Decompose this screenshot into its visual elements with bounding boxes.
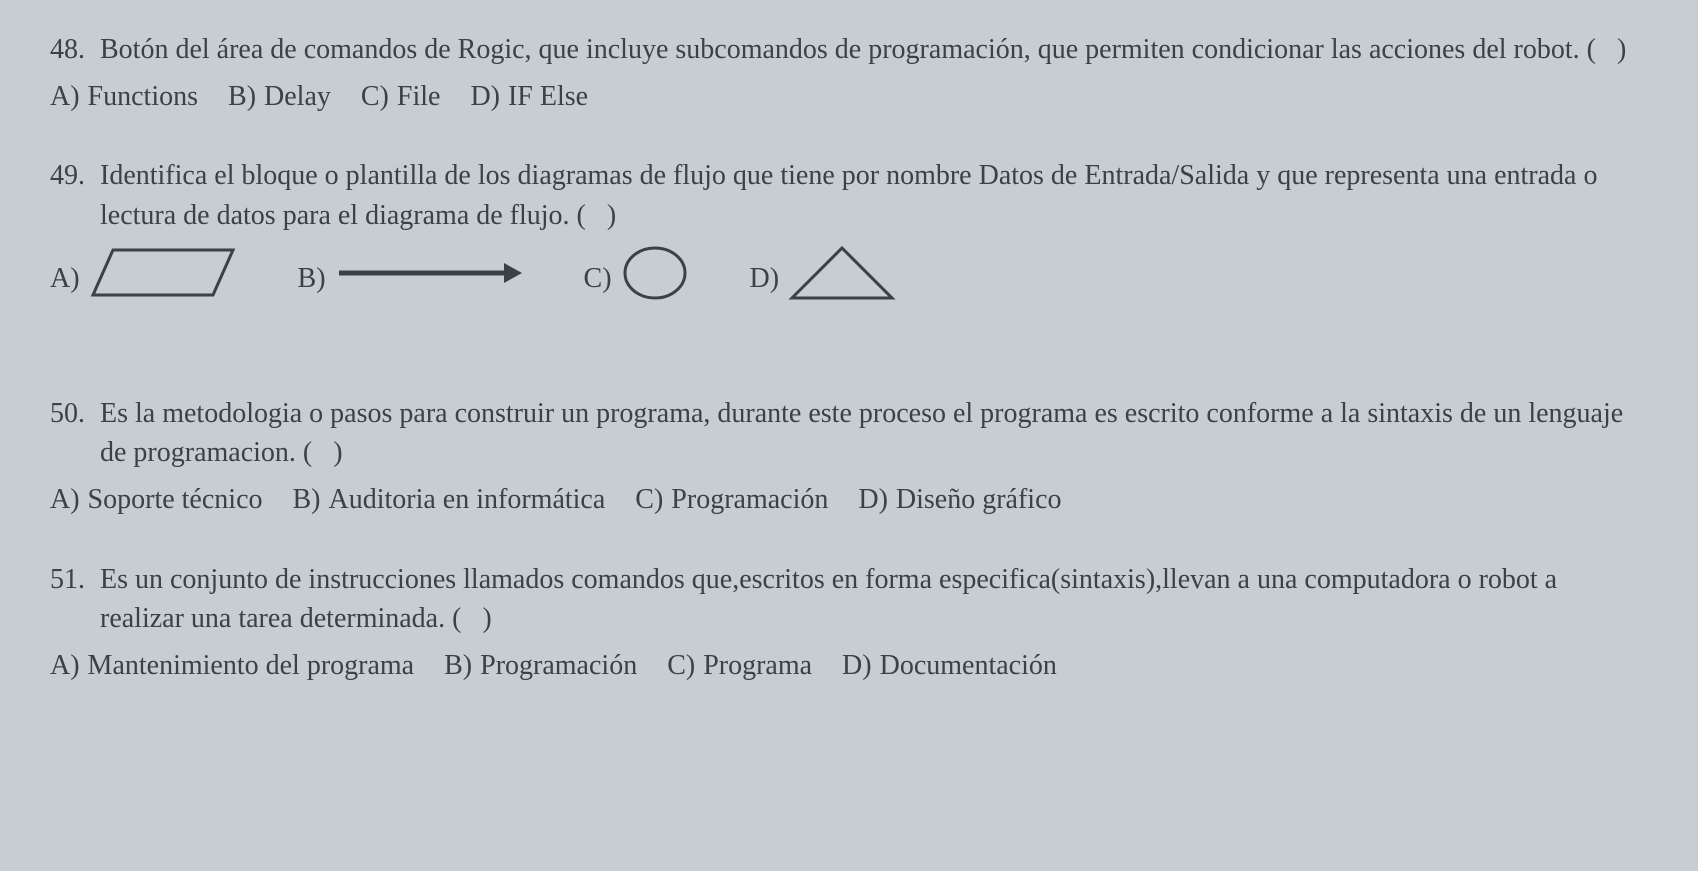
question-text: Es la metodologia o pasos para construir…	[100, 394, 1648, 472]
option-label: C)	[361, 77, 389, 116]
option-label: C)	[667, 646, 695, 685]
option-a: A) Functions	[50, 77, 198, 116]
option-text: IF Else	[508, 77, 588, 116]
option-text: Delay	[264, 77, 331, 116]
option-a: A)	[50, 245, 238, 311]
question-50: 50. Es la metodologia o pasos para const…	[50, 394, 1648, 520]
question-number: 48.	[50, 30, 100, 69]
option-b: B)	[298, 253, 524, 304]
question-text: Botón del área de comandos de Rogic, que…	[100, 30, 1648, 69]
option-label: D)	[750, 259, 780, 298]
option-text: Auditoria en informática	[329, 480, 606, 519]
option-text: Programa	[703, 646, 812, 685]
options-row: A) Mantenimiento del programa B) Program…	[50, 646, 1648, 685]
option-c: C) Programa	[667, 646, 812, 685]
option-label: C)	[584, 259, 612, 298]
option-label: A)	[50, 480, 80, 519]
option-a: A) Mantenimiento del programa	[50, 646, 414, 685]
option-d: D) Documentación	[842, 646, 1057, 685]
question-number: 51.	[50, 560, 100, 638]
option-label: A)	[50, 259, 80, 298]
option-d: D) Diseño gráfico	[858, 480, 1061, 519]
option-c: C) File	[361, 77, 441, 116]
option-label: C)	[635, 480, 663, 519]
option-text: Diseño gráfico	[896, 480, 1062, 519]
option-d: D) IF Else	[470, 77, 588, 116]
option-text: Mantenimiento del programa	[88, 646, 415, 685]
question-49: 49. Identifica el bloque o plantilla de …	[50, 156, 1648, 314]
option-b: B) Programación	[444, 646, 637, 685]
question-text: Es un conjunto de instrucciones llamados…	[100, 560, 1648, 638]
option-label: B)	[298, 259, 326, 298]
question-51: 51. Es un conjunto de instrucciones llam…	[50, 560, 1648, 686]
arrow-icon	[334, 253, 524, 304]
option-text: Functions	[88, 77, 198, 116]
option-c: C) Programación	[635, 480, 828, 519]
option-label: B)	[228, 77, 256, 116]
option-label: A)	[50, 77, 80, 116]
circle-icon	[620, 243, 690, 314]
option-a: A) Soporte técnico	[50, 480, 263, 519]
option-text: File	[397, 77, 441, 116]
option-label: B)	[444, 646, 472, 685]
option-text: Soporte técnico	[88, 480, 263, 519]
option-label: D)	[470, 77, 500, 116]
option-c: C)	[584, 243, 690, 314]
triangle-icon	[787, 243, 897, 314]
question-48: 48. Botón del área de comandos de Rogic,…	[50, 30, 1648, 116]
option-text: Documentación	[880, 646, 1057, 685]
option-b: B) Auditoria en informática	[293, 480, 606, 519]
option-label: D)	[858, 480, 888, 519]
options-row: A) Soporte técnico B) Auditoria en infor…	[50, 480, 1648, 519]
option-label: D)	[842, 646, 872, 685]
option-b: B) Delay	[228, 77, 331, 116]
option-text: Programación	[671, 480, 828, 519]
option-d: D)	[750, 243, 898, 314]
option-label: A)	[50, 646, 80, 685]
question-number: 50.	[50, 394, 100, 472]
question-text: Identifica el bloque o plantilla de los …	[100, 156, 1648, 234]
question-number: 49.	[50, 156, 100, 234]
options-row: A) Functions B) Delay C) File D) IF Else	[50, 77, 1648, 116]
options-row: A) B) C) D)	[50, 243, 1648, 314]
option-label: B)	[293, 480, 321, 519]
option-text: Programación	[480, 646, 637, 685]
parallelogram-icon	[88, 245, 238, 311]
